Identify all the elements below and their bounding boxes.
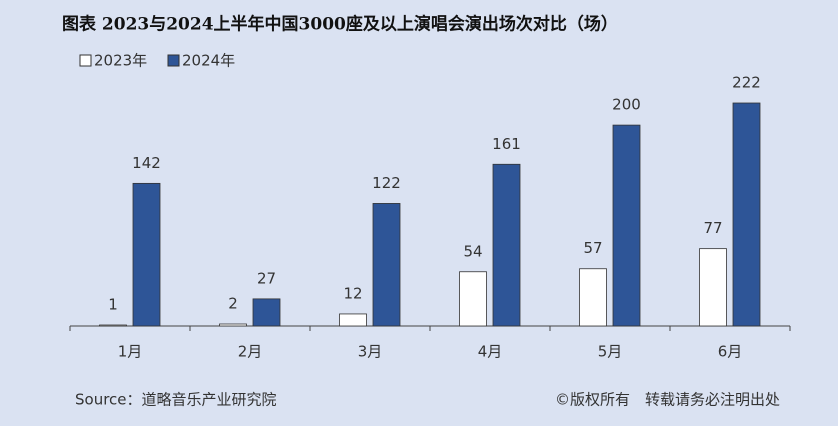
x-tick-label: 2月 (238, 343, 263, 361)
source: Source：道略音乐产业研究院 (75, 391, 277, 409)
x-tick-label: 4月 (478, 343, 503, 361)
x-tick-label: 5月 (598, 343, 623, 361)
x-tick-label: 3月 (358, 343, 383, 361)
legend-swatch (79, 54, 92, 67)
bar (579, 268, 607, 327)
bar (99, 324, 127, 327)
bar (699, 248, 727, 327)
bar (219, 323, 247, 327)
copyright: ©版权所有 转载请务必注明出处 (555, 391, 780, 409)
data-label: 12 (343, 284, 362, 302)
data-label: 2 (228, 294, 238, 312)
data-label: 1 (108, 295, 118, 313)
bar (732, 102, 761, 327)
data-label: 77 (703, 219, 722, 237)
legend-label: 2024年 (182, 52, 235, 70)
data-label: 142 (132, 154, 161, 172)
data-label: 200 (612, 96, 641, 114)
x-tick-label: 6月 (718, 343, 743, 361)
data-label: 54 (463, 242, 482, 260)
bar (132, 182, 161, 327)
data-label: 27 (257, 269, 276, 287)
chart-title: 图表 2023与2024上半年中国3000座及以上演唱会演出场次对比（场） (62, 14, 618, 35)
bar (459, 271, 487, 327)
x-tick-label: 1月 (118, 343, 143, 361)
bar (339, 313, 367, 327)
legend-label: 2023年 (94, 52, 147, 70)
data-label: 57 (583, 239, 602, 257)
bar (252, 298, 281, 327)
data-label: 122 (372, 174, 401, 192)
data-label: 161 (492, 135, 521, 153)
data-label: 222 (732, 74, 761, 92)
bar (492, 163, 521, 327)
bar (372, 203, 401, 327)
bar (612, 124, 641, 327)
legend-swatch (167, 54, 180, 67)
